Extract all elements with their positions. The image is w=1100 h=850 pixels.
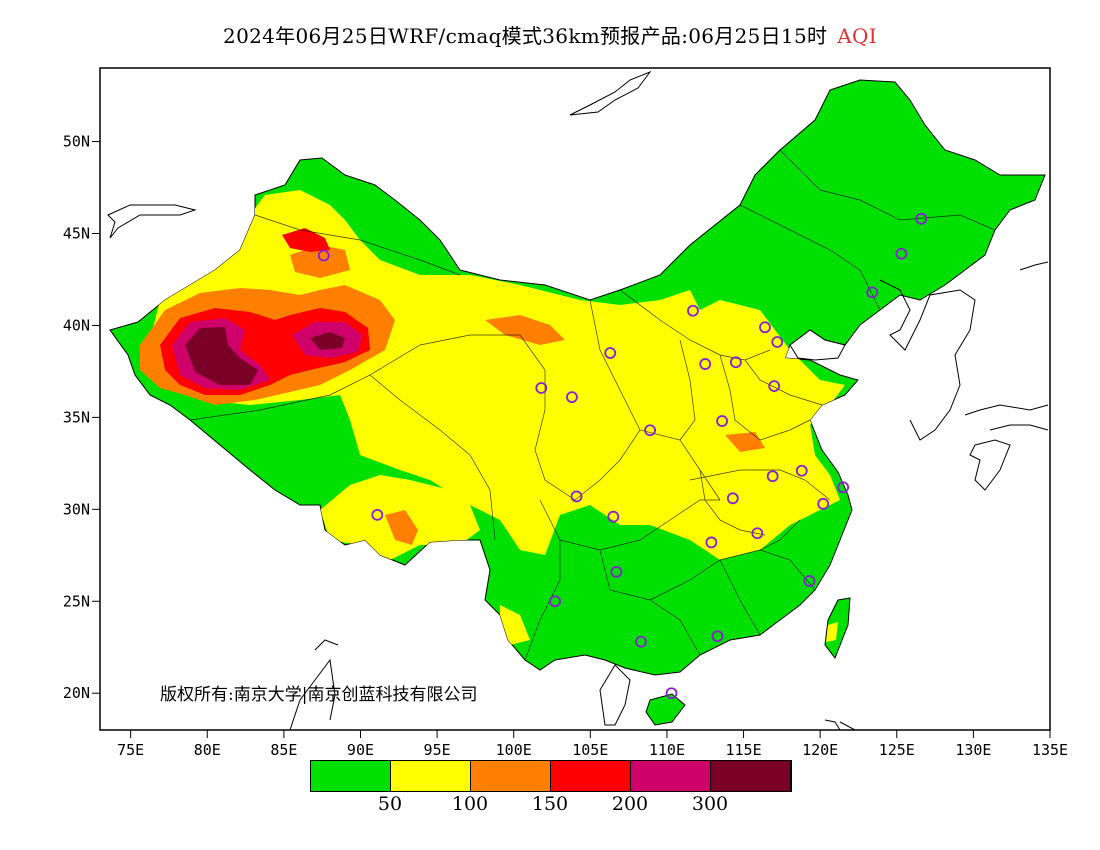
station-marker bbox=[771, 336, 784, 348]
aqi-zone-yellow-west bbox=[150, 190, 845, 560]
lat-tick-label: 25N bbox=[63, 592, 90, 610]
station-marker bbox=[729, 356, 742, 369]
title-variable: AQI bbox=[837, 24, 877, 48]
station-marker bbox=[644, 424, 656, 437]
lon-tick-label: 75E bbox=[117, 741, 144, 759]
lat-tick-label: 50N bbox=[63, 133, 90, 151]
station-marker bbox=[634, 635, 647, 648]
lon-tick-label: 125E bbox=[879, 741, 915, 759]
aqi-zone-orange-north bbox=[290, 245, 350, 278]
station-marker bbox=[607, 510, 620, 523]
station-marker bbox=[759, 321, 771, 334]
hainan-island bbox=[645, 693, 686, 726]
title-main: 2024年06月25日WRF/cmaq模式36km预报产品:06月25日15时 bbox=[223, 24, 828, 48]
station-marker bbox=[665, 687, 678, 700]
lon-tick-label: 100E bbox=[496, 741, 532, 759]
copyright-text: 版权所有:南京大学|南京创蓝科技有限公司 bbox=[160, 685, 478, 705]
lat-tick-label: 40N bbox=[63, 316, 90, 334]
station-marker bbox=[895, 247, 908, 260]
station-marker bbox=[803, 575, 816, 587]
lon-tick-label: 105E bbox=[572, 741, 608, 759]
lon-tick-label: 130E bbox=[955, 741, 991, 759]
station-marker bbox=[699, 358, 712, 370]
province-boundaries bbox=[189, 149, 996, 661]
aqi-zone-red-north bbox=[282, 228, 330, 252]
colorbar-tick-label: 200 bbox=[611, 793, 649, 815]
station-marker bbox=[711, 630, 724, 643]
lon-tick-label: 80E bbox=[194, 741, 221, 759]
lon-tick-label: 120E bbox=[802, 741, 838, 759]
aqi-zone-yellow-south bbox=[500, 605, 530, 645]
station-marker bbox=[915, 212, 928, 225]
longitude-axis: 75E 80E 85E 90E 95E 100E 105E 110E 115E 120E 125E 1… bbox=[117, 730, 1068, 759]
bohai-coast bbox=[789, 329, 846, 361]
neighbor-coastlines bbox=[107, 70, 1049, 730]
lon-tick-label: 135E bbox=[1032, 741, 1068, 759]
taiwan-yellow bbox=[826, 622, 838, 642]
station-marker bbox=[687, 304, 699, 317]
lat-tick-label: 45N bbox=[63, 225, 90, 243]
station-marker bbox=[371, 508, 384, 521]
station-marker bbox=[716, 415, 728, 427]
colorbar-swatch bbox=[711, 761, 791, 791]
aqi-zone-dark-west bbox=[185, 327, 258, 385]
station-marker bbox=[535, 382, 548, 394]
aqi-zone-orange-henan bbox=[725, 432, 765, 452]
station-marker bbox=[604, 347, 617, 359]
lon-tick-label: 95E bbox=[424, 741, 451, 759]
lon-tick-label: 110E bbox=[649, 741, 685, 759]
lon-tick-label: 85E bbox=[270, 741, 297, 759]
colorbar-tick-label: 150 bbox=[531, 793, 569, 815]
aqi-zone-orange-gansu bbox=[485, 315, 565, 345]
aqi-zone-dark-east bbox=[310, 332, 345, 350]
colorbar-swatch bbox=[471, 761, 551, 791]
monitoring-stations bbox=[317, 212, 928, 700]
station-marker bbox=[317, 249, 330, 262]
lat-tick-label: 30N bbox=[63, 500, 90, 518]
station-marker bbox=[866, 286, 879, 299]
colorbar-swatch bbox=[551, 761, 631, 791]
map-title: 2024年06月25日WRF/cmaq模式36km预报产品:06月25日15时 A… bbox=[0, 20, 1100, 49]
colorbar bbox=[310, 760, 792, 792]
colorbar-swatch bbox=[391, 761, 471, 791]
station-marker bbox=[751, 527, 764, 540]
station-marker bbox=[549, 595, 561, 608]
station-marker bbox=[570, 490, 583, 503]
station-marker bbox=[726, 492, 739, 505]
colorbar-tick-label: 50 bbox=[377, 793, 403, 815]
lat-tick-label: 35N bbox=[63, 408, 90, 426]
station-marker bbox=[795, 464, 808, 477]
station-marker bbox=[766, 470, 779, 483]
station-marker bbox=[610, 565, 623, 578]
colorbar-tick-label: 300 bbox=[691, 793, 729, 815]
station-marker bbox=[705, 536, 718, 549]
colorbar-tick-label: 100 bbox=[451, 793, 489, 815]
lon-tick-label: 115E bbox=[725, 741, 761, 759]
lon-tick-label: 90E bbox=[347, 741, 374, 759]
station-marker bbox=[768, 380, 781, 393]
taiwan-island bbox=[824, 597, 851, 660]
station-marker bbox=[566, 391, 578, 404]
lat-tick-label: 20N bbox=[63, 684, 90, 702]
colorbar-swatch bbox=[631, 761, 711, 791]
station-marker bbox=[837, 481, 850, 494]
station-marker bbox=[817, 497, 830, 510]
colorbar-swatch bbox=[311, 761, 391, 791]
latitude-axis: 50N 45N 40N 35N 30N 25N 20N bbox=[63, 133, 100, 702]
aqi-zone-orange-tibet bbox=[385, 510, 418, 545]
